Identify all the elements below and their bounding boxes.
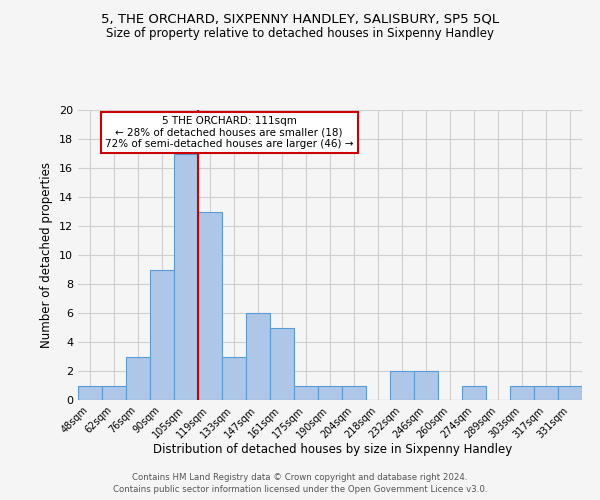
Bar xyxy=(78,386,102,400)
Bar xyxy=(318,386,342,400)
Bar xyxy=(558,386,582,400)
Bar xyxy=(270,328,294,400)
Text: Distribution of detached houses by size in Sixpenny Handley: Distribution of detached houses by size … xyxy=(154,442,512,456)
Bar xyxy=(198,212,222,400)
Bar xyxy=(174,154,198,400)
Bar xyxy=(390,371,414,400)
Bar xyxy=(462,386,486,400)
Text: Contains public sector information licensed under the Open Government Licence v3: Contains public sector information licen… xyxy=(113,485,487,494)
Text: 5 THE ORCHARD: 111sqm
← 28% of detached houses are smaller (18)
72% of semi-deta: 5 THE ORCHARD: 111sqm ← 28% of detached … xyxy=(105,116,353,149)
Bar xyxy=(510,386,534,400)
Text: Size of property relative to detached houses in Sixpenny Handley: Size of property relative to detached ho… xyxy=(106,28,494,40)
Bar xyxy=(294,386,318,400)
Bar xyxy=(246,313,270,400)
Bar xyxy=(534,386,558,400)
Bar xyxy=(102,386,126,400)
Y-axis label: Number of detached properties: Number of detached properties xyxy=(40,162,53,348)
Text: Contains HM Land Registry data © Crown copyright and database right 2024.: Contains HM Land Registry data © Crown c… xyxy=(132,472,468,482)
Bar xyxy=(126,356,150,400)
Bar xyxy=(150,270,174,400)
Text: 5, THE ORCHARD, SIXPENNY HANDLEY, SALISBURY, SP5 5QL: 5, THE ORCHARD, SIXPENNY HANDLEY, SALISB… xyxy=(101,12,499,26)
Bar xyxy=(342,386,366,400)
Bar xyxy=(414,371,438,400)
Bar xyxy=(222,356,246,400)
